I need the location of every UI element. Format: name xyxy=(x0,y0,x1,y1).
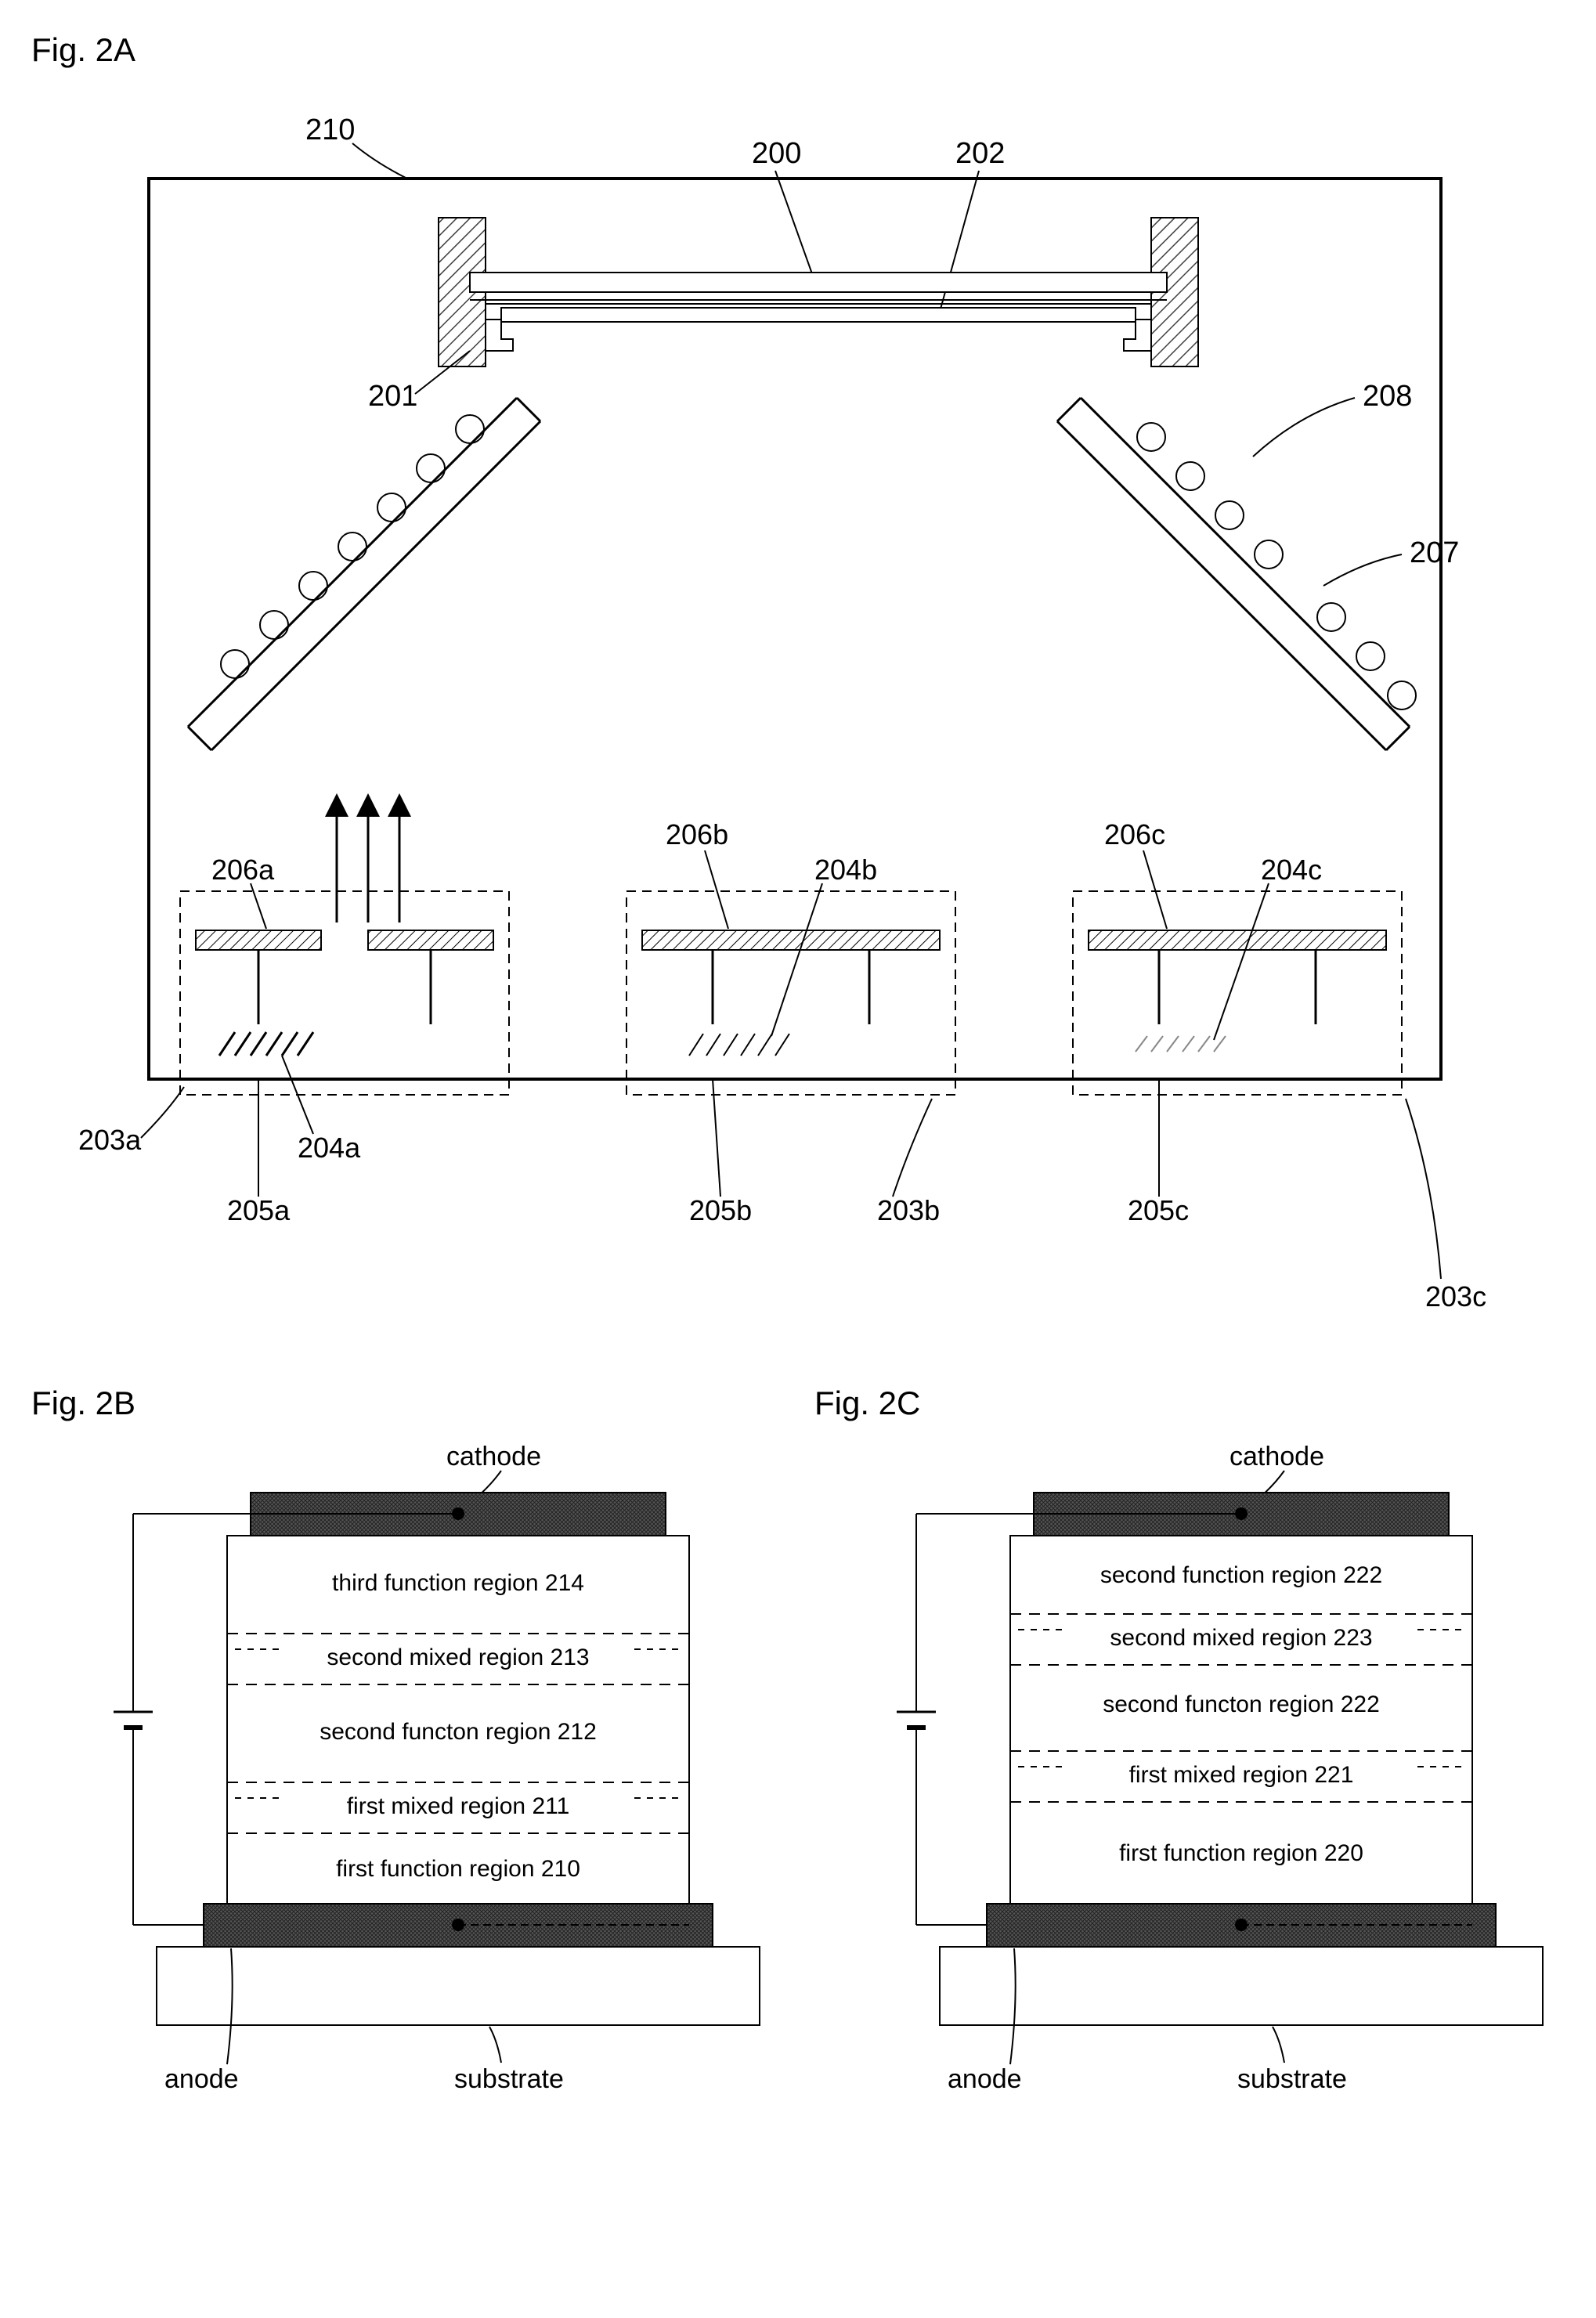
right-heater xyxy=(1057,398,1416,750)
source-b xyxy=(626,891,955,1095)
ref-204a: 204a xyxy=(298,1132,361,1164)
ref-205b: 205b xyxy=(689,1194,752,1226)
ref-203a: 203a xyxy=(78,1124,142,1156)
ref-204b: 204b xyxy=(814,854,877,886)
ref-204c: 204c xyxy=(1261,854,1322,886)
fig2c-layer-4: first function region 220 xyxy=(1119,1840,1363,1866)
fig2b-layer-1: second mixed region 213 xyxy=(327,1645,589,1670)
left-heater xyxy=(188,398,540,750)
ref-201: 201 xyxy=(368,380,417,413)
fig2b-layer-0: third function region 214 xyxy=(332,1570,584,1596)
fig2b-cathode-label: cathode xyxy=(446,1442,541,1471)
ref-205a: 205a xyxy=(227,1194,291,1226)
source-c xyxy=(1073,891,1402,1095)
fig2c-anode-label: anode xyxy=(948,2064,1022,2094)
fig2c-substrate-label: substrate xyxy=(1237,2064,1347,2094)
fig2c-col: Fig. 2C cathode second xyxy=(814,1385,1566,2103)
fig2c-cathode-label: cathode xyxy=(1229,1442,1324,1471)
fig2c-layer-2: second functon region 222 xyxy=(1103,1692,1380,1717)
fig2b-diagram: cathode third function region 214 second… xyxy=(31,1438,783,2103)
fig2c-layer-0: second function region 222 xyxy=(1100,1562,1382,1588)
fig2b-substrate-label: substrate xyxy=(454,2064,564,2094)
ref-200: 200 xyxy=(752,137,801,170)
fig2b-layer-3: first mixed region 211 xyxy=(347,1793,570,1819)
fig2c-label: Fig. 2C xyxy=(814,1385,1566,1422)
ref-206a: 206a xyxy=(211,854,275,886)
fig2c-diagram: cathode second function region 222 secon… xyxy=(814,1438,1566,2103)
ref-205c: 205c xyxy=(1128,1194,1189,1226)
fig2c-layer-1: second mixed region 223 xyxy=(1110,1625,1372,1651)
ref-210: 210 xyxy=(305,114,355,146)
page: Fig. 2A 210 200 xyxy=(31,31,1565,2103)
ref-203b: 203b xyxy=(877,1194,940,1226)
source-a xyxy=(180,805,509,1095)
ref-208: 208 xyxy=(1363,380,1412,413)
fig2b-col: Fig. 2B cathode third xyxy=(31,1385,783,2103)
ref-207: 207 xyxy=(1410,536,1459,569)
fig2b-anode-label: anode xyxy=(164,2064,239,2094)
fig2a-diagram: 210 200 202 201 xyxy=(31,85,1558,1338)
fig2b-label: Fig. 2B xyxy=(31,1385,783,1422)
ref-206b: 206b xyxy=(666,818,728,850)
fig2a-label: Fig. 2A xyxy=(31,31,1565,69)
fig2b-layer-4: first function region 210 xyxy=(336,1856,580,1882)
ref-206c: 206c xyxy=(1104,818,1165,850)
ref-203c: 203c xyxy=(1425,1280,1486,1312)
ref-202: 202 xyxy=(955,137,1005,170)
fig2b-layer-2: second functon region 212 xyxy=(320,1719,597,1745)
fig2c-layer-3: first mixed region 221 xyxy=(1129,1762,1354,1788)
